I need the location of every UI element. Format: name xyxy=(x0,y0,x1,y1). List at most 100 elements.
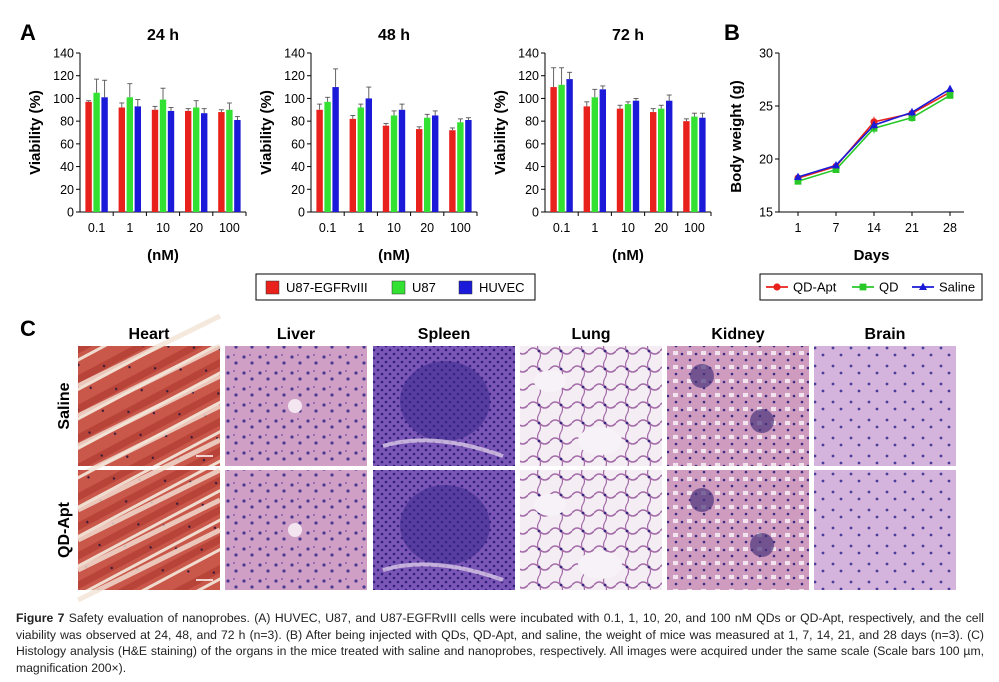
x-tick-label: 1 xyxy=(126,221,133,235)
data-point xyxy=(832,166,840,173)
viability-chart-24h: 24 h 0 20 40 60 80 100 120 140 Viability (%) 0.1 1 1… xyxy=(27,27,247,264)
y-tick-label: 80 xyxy=(60,115,74,129)
bar xyxy=(691,116,698,212)
organ-label: Lung xyxy=(571,326,610,343)
y-tick-label: 15 xyxy=(759,206,773,220)
data-point xyxy=(794,172,802,181)
bar xyxy=(185,110,192,212)
chart-title: 24 h xyxy=(147,27,179,44)
y-tick-label: 0 xyxy=(298,206,305,220)
legend-swatch xyxy=(265,280,280,295)
x-tick-label: 0.1 xyxy=(319,221,336,235)
bar xyxy=(324,101,331,212)
y-tick-label: 25 xyxy=(759,100,773,114)
histology-image xyxy=(76,437,222,603)
data-point xyxy=(832,160,840,169)
bar xyxy=(151,109,159,212)
chart-title: 72 h xyxy=(612,27,644,44)
bar xyxy=(167,110,175,212)
bar xyxy=(85,101,92,212)
y-tick-label: 30 xyxy=(759,47,773,61)
histology-image xyxy=(520,346,662,466)
treatment-row-label: Saline xyxy=(56,382,73,429)
bar xyxy=(349,118,356,212)
bar xyxy=(550,87,557,212)
bar xyxy=(159,99,167,212)
legend-label: QD xyxy=(879,280,899,295)
y-tick-label: 100 xyxy=(53,92,74,106)
caption-text: Safety evaluation of nanoprobes. (A) HUV… xyxy=(16,611,984,675)
legend-label: U87 xyxy=(412,280,436,295)
x-tick-label: 7 xyxy=(833,221,840,235)
bar xyxy=(658,108,665,212)
bar xyxy=(93,92,100,212)
bar xyxy=(449,130,456,212)
bar xyxy=(599,89,606,212)
bar xyxy=(683,121,690,212)
bar xyxy=(591,97,598,212)
y-tick-label: 20 xyxy=(291,183,305,197)
legend-label: QD-Apt xyxy=(793,280,837,295)
bar xyxy=(558,84,565,212)
bar xyxy=(650,112,657,212)
series-line xyxy=(797,91,951,179)
x-axis-label: (nM) xyxy=(378,247,410,264)
data-point xyxy=(870,120,878,129)
histology-image xyxy=(814,470,956,590)
y-tick-label: 0 xyxy=(67,206,74,220)
data-point xyxy=(908,107,916,116)
x-tick-label: 14 xyxy=(867,221,881,235)
panel-letter-a: A xyxy=(20,20,36,45)
y-tick-label: 60 xyxy=(291,137,305,151)
bar xyxy=(316,109,323,212)
histology-image xyxy=(667,346,809,466)
x-tick-label: 0.1 xyxy=(553,221,570,235)
x-tick-label: 1 xyxy=(795,221,802,235)
y-tick-label: 80 xyxy=(525,115,539,129)
y-tick-label: 140 xyxy=(53,47,74,61)
y-tick-label: 40 xyxy=(525,160,539,174)
bar xyxy=(234,120,241,212)
organ-label: Liver xyxy=(277,326,315,343)
histology-image xyxy=(373,346,515,466)
bar xyxy=(432,115,439,212)
y-tick-label: 140 xyxy=(518,47,539,61)
bar xyxy=(699,117,706,212)
bar xyxy=(126,97,133,212)
bar xyxy=(134,106,141,212)
y-tick-label: 40 xyxy=(60,160,74,174)
figure-caption: Figure 7 Safety evaluation of nanoprobes… xyxy=(16,610,984,676)
data-point xyxy=(946,84,954,93)
bar xyxy=(101,97,108,212)
histology-image xyxy=(520,470,662,590)
bar xyxy=(624,104,632,212)
body-weight-chart: 15 20 25 30 1 7 14 21 28 Body weight (g) Days xyxy=(728,47,964,264)
x-tick-label: 20 xyxy=(189,221,203,235)
y-tick-label: 100 xyxy=(284,92,305,106)
y-axis-label: Viability (%) xyxy=(492,90,509,175)
caption-label: Figure 7 xyxy=(16,611,65,625)
data-point xyxy=(794,177,802,185)
bar xyxy=(365,98,372,212)
bar xyxy=(583,106,590,212)
bar xyxy=(218,112,225,212)
y-tick-label: 80 xyxy=(291,115,305,129)
x-tick-label: 100 xyxy=(684,221,705,235)
bar xyxy=(332,87,339,212)
y-tick-label: 20 xyxy=(759,153,773,167)
bar xyxy=(398,109,406,212)
legend-marker xyxy=(859,283,867,291)
viability-chart-72h: 72 h 0 20 40 60 80 100 120 140 Viability (%) 0.1 1 1… xyxy=(492,27,712,264)
y-axis-label: Body weight (g) xyxy=(728,80,745,193)
x-tick-label: 1 xyxy=(357,221,364,235)
histology-image xyxy=(225,470,367,590)
organ-label: Heart xyxy=(129,326,171,343)
x-tick-label: 0.1 xyxy=(88,221,105,235)
histology-image xyxy=(814,346,956,466)
histology-image xyxy=(667,470,809,590)
legend-label: U87-EGFRvIII xyxy=(286,280,368,295)
y-tick-label: 60 xyxy=(60,137,74,151)
legend-marker xyxy=(773,283,781,291)
legend-swatch xyxy=(458,280,473,295)
x-tick-label: 1 xyxy=(591,221,598,235)
